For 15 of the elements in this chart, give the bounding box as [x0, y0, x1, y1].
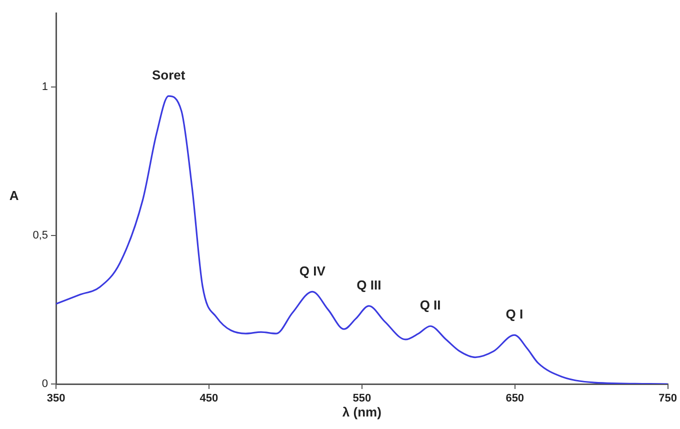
y-tick-label: 0: [42, 378, 48, 390]
y-tick-label: 0,5: [32, 230, 48, 242]
x-tick-label: 450: [200, 392, 218, 405]
y-axis-title: A: [9, 188, 20, 204]
annotation: Q I: [506, 306, 524, 322]
x-tick-label: 750: [658, 392, 678, 405]
x-tick-label: 650: [506, 392, 524, 405]
x-tick-label: 550: [352, 392, 372, 405]
y-tick-label: 1: [42, 81, 48, 94]
annotation: Soret: [152, 68, 186, 83]
annotation: Q III: [356, 278, 382, 293]
x-tick-label: 350: [46, 392, 66, 405]
annotation: Q IV: [299, 263, 326, 278]
x-axis-title: λ (nm): [342, 404, 382, 420]
annotation: Q II: [420, 298, 441, 313]
